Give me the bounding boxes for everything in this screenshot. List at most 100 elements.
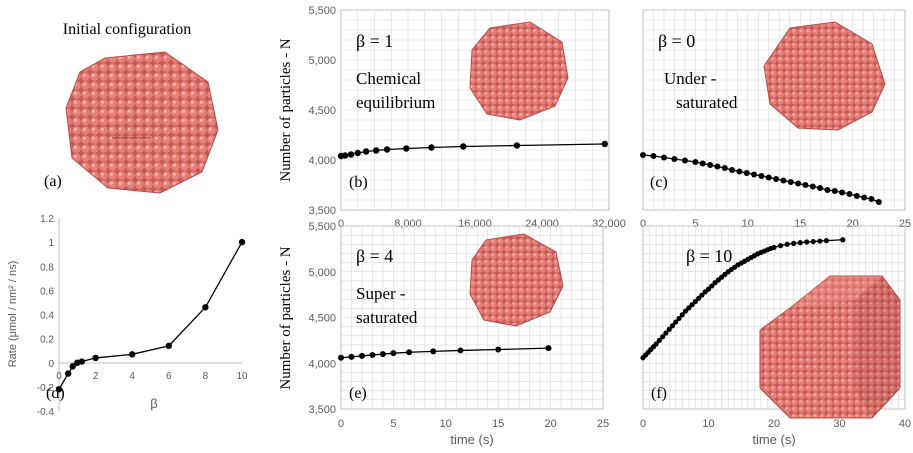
beta-label-c: β = 0 [658,31,695,51]
data-point-f [709,283,715,289]
x-tick-label-d: 0 [56,371,62,382]
plot-area-b [340,9,610,211]
regime-label-e-line1: Super - [356,284,406,303]
x-tick-label-e: 20 [544,418,556,430]
y-tick-label-b: 5,500 [308,5,336,17]
data-point-e [379,351,386,358]
beta-label-b: β = 1 [356,31,393,51]
data-point-d [64,370,72,377]
data-point-d [78,358,86,365]
y-tick-label-e: 4,000 [308,358,336,370]
y-tick-label-b: 3,500 [308,205,336,217]
panel-b: 0 8,000 16,000 24,000 32,000 3,500 4,000 4,500 5… [278,5,626,230]
data-point-b [428,144,435,151]
data-point-f [663,330,669,336]
y-tick-label-e: 5,000 [308,267,336,279]
data-point-f [660,334,666,340]
panel-label-f: (f) [651,385,667,402]
data-point-f [699,292,705,298]
data-point-e [406,349,413,356]
x-tick-label-c: 10 [742,218,754,230]
y-tick-label-e: 5,500 [308,221,336,233]
data-point-c [660,154,667,161]
data-point-d [92,354,99,362]
data-point-b [354,149,361,157]
data-point-f [696,295,702,301]
data-point-f [823,238,830,244]
y-tick-label-d: 1.2 [40,214,54,225]
data-point-c [817,185,824,191]
data-point-d [202,304,209,311]
data-point-c [802,182,809,188]
data-point-c [773,176,780,182]
x-tick-label-b: 16,000 [458,218,492,230]
nanoparticle-f [759,275,901,419]
data-point-b [601,140,609,148]
data-point-c [729,167,736,173]
data-point-c [699,160,706,167]
y-tick-label-d: 0 [48,359,54,370]
regime-label-b-line1: Chemical [356,69,421,88]
x-tick-label-d: 4 [129,371,135,382]
data-point-e [545,345,552,352]
panel-e: 0 5 10 15 20 25 3,500 4,000 4,500 5,000 5,500 β = … [278,221,609,447]
x-tick-label-f: 20 [768,418,780,430]
data-point-f [676,315,682,322]
data-point-c [671,156,678,162]
data-point-f [666,326,672,332]
data-point-f [692,298,699,305]
regime-label-c-line1: Under - [664,69,717,88]
panel-d: 0 2 4 6 8 10-0.4-0.200.20.40.60.811.2 (d) β R… [7,214,248,418]
data-point-d [238,238,246,246]
data-point-e [369,352,376,359]
x-tick-label-b: 24,000 [525,218,559,230]
data-point-d [165,342,172,350]
x-tick-label-f: 40 [899,418,911,430]
data-point-f [797,240,803,246]
y-axis-label-d: Rate (μmol / nm² / ns) [7,261,19,368]
series-line-d [58,241,243,390]
data-point-d [55,386,63,393]
data-point-b [347,151,355,158]
x-tick-label-c: 5 [692,218,698,230]
data-point-c [795,180,802,187]
y-axis-label-e: Number of particles - N [278,246,294,389]
data-point-f [840,237,846,243]
data-point-c [861,194,868,201]
data-point-e [457,347,464,354]
panel-f: 0 10 20 30 40 β = 10 (f) time (s) [640,225,911,447]
y-tick-label-d: 0.6 [40,286,54,297]
x-axis-label-e: time (s) [450,432,493,447]
data-point-c [751,171,758,178]
data-point-f [705,286,712,292]
data-point-f [656,337,662,343]
y-tick-label-b: 5,000 [308,55,336,67]
data-point-f [689,302,695,308]
nanoparticle-c [763,21,886,131]
panel-label-d: (d) [46,385,65,402]
data-point-c [824,187,831,193]
data-point-e [495,346,502,353]
data-point-b [383,146,391,153]
data-point-f [686,305,692,311]
x-tick-label-f: 10 [702,418,714,430]
y-tick-label-d: 1 [48,238,54,249]
data-point-f [791,240,797,246]
initial-config-title: Initial configuration [63,21,191,38]
x-tick-label-b: 8,000 [394,218,422,230]
data-point-c [721,165,728,171]
beta-label-f: β = 10 [686,246,732,266]
x-tick-label-c: 25 [899,218,911,230]
regime-label-c-line2: saturated [676,93,738,112]
data-point-c [780,177,787,184]
data-point-f [771,244,777,251]
data-point-c [839,189,846,196]
data-point-b [372,147,380,154]
data-point-c [809,183,816,190]
data-point-e [348,353,355,360]
data-point-c [736,168,743,175]
data-point-c [868,196,875,202]
data-point-f [804,239,810,245]
data-point-c [714,163,721,170]
data-point-c [640,152,646,158]
